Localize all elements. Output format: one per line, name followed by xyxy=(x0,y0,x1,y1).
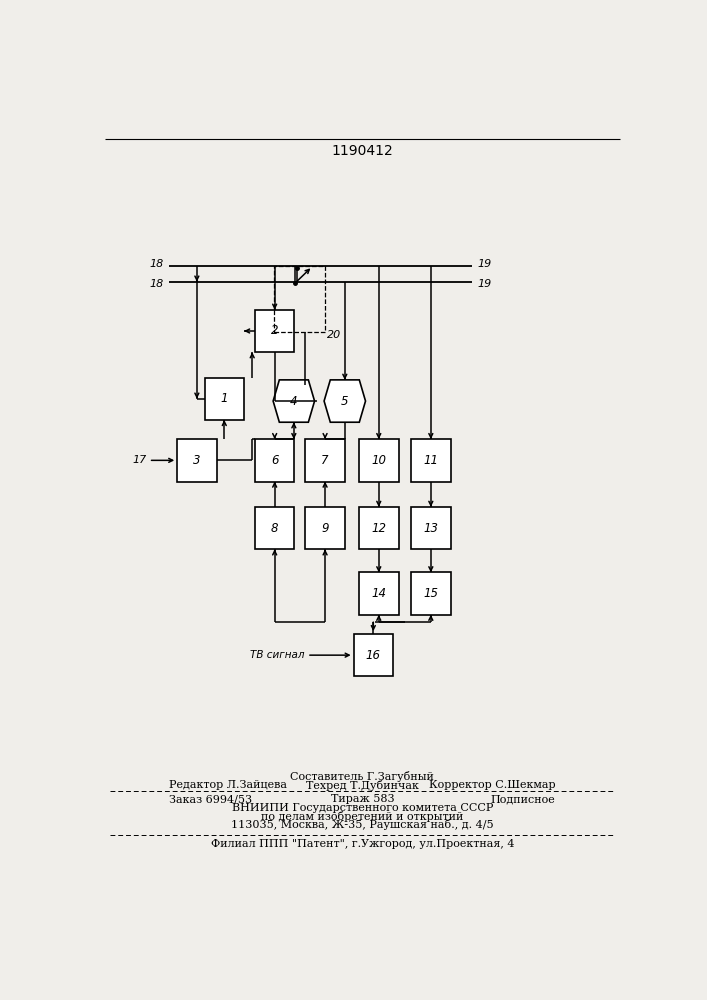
Text: Подписное: Подписное xyxy=(491,794,555,804)
Bar xyxy=(354,634,393,676)
Bar xyxy=(411,439,450,482)
Bar xyxy=(204,378,244,420)
Text: 8: 8 xyxy=(271,522,279,535)
Bar xyxy=(359,507,399,549)
Bar xyxy=(255,310,294,352)
Text: 12: 12 xyxy=(371,522,386,535)
Text: ТВ сигнал: ТВ сигнал xyxy=(250,650,305,660)
Text: 10: 10 xyxy=(371,454,386,467)
Text: ВНИИПИ Государственного комитета СССР: ВНИИПИ Государственного комитета СССР xyxy=(232,803,493,813)
Polygon shape xyxy=(273,380,315,422)
Text: 14: 14 xyxy=(371,587,386,600)
Text: 19: 19 xyxy=(477,279,491,289)
Bar xyxy=(274,266,325,332)
Text: 2: 2 xyxy=(271,324,279,337)
Text: Редактор Л.Зайцева: Редактор Л.Зайцева xyxy=(170,780,288,790)
Text: 13: 13 xyxy=(423,522,438,535)
Text: 9: 9 xyxy=(321,522,329,535)
Text: 6: 6 xyxy=(271,454,279,467)
Polygon shape xyxy=(324,380,366,422)
Text: Составитель Г.Загубный: Составитель Г.Загубный xyxy=(291,771,434,782)
Bar xyxy=(305,439,345,482)
Bar xyxy=(411,507,450,549)
Text: 18: 18 xyxy=(150,259,164,269)
Text: 5: 5 xyxy=(341,395,349,408)
Text: 7: 7 xyxy=(321,454,329,467)
Text: Тираж 583: Тираж 583 xyxy=(331,794,394,804)
Text: 15: 15 xyxy=(423,587,438,600)
Text: 3: 3 xyxy=(193,454,201,467)
Text: по делам изобретений и открытий: по делам изобретений и открытий xyxy=(261,811,464,822)
Text: 11: 11 xyxy=(423,454,438,467)
Bar xyxy=(359,439,399,482)
Text: 20: 20 xyxy=(327,330,341,340)
Text: 1190412: 1190412 xyxy=(332,144,393,158)
Text: 17: 17 xyxy=(132,455,146,465)
Bar xyxy=(305,507,345,549)
Bar xyxy=(359,572,399,615)
Text: 1: 1 xyxy=(221,392,228,405)
Text: Филиал ППП "Патент", г.Ужгород, ул.Проектная, 4: Филиал ППП "Патент", г.Ужгород, ул.Проек… xyxy=(211,839,514,849)
Text: 18: 18 xyxy=(150,279,164,289)
Text: 19: 19 xyxy=(477,259,491,269)
Bar xyxy=(255,507,294,549)
Bar xyxy=(411,572,450,615)
Bar xyxy=(177,439,216,482)
Text: 4: 4 xyxy=(290,395,298,408)
Text: Заказ 6994/53: Заказ 6994/53 xyxy=(170,794,252,804)
Bar xyxy=(255,439,294,482)
Text: Корректор С.Шекмар: Корректор С.Шекмар xyxy=(428,780,555,790)
Text: 113035, Москва, Ж-35, Раушская наб., д. 4/5: 113035, Москва, Ж-35, Раушская наб., д. … xyxy=(231,819,493,830)
Text: 16: 16 xyxy=(366,649,381,662)
Text: Техред Т.Дубинчак: Техред Т.Дубинчак xyxy=(306,780,419,791)
